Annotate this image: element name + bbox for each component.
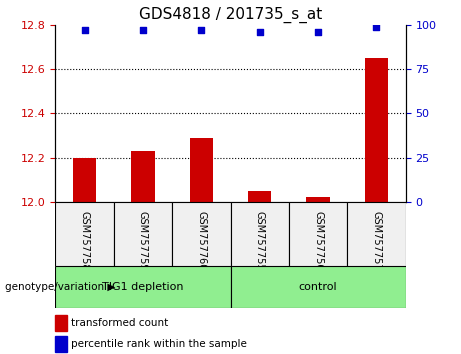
Point — [81, 27, 88, 33]
FancyBboxPatch shape — [172, 202, 230, 266]
FancyBboxPatch shape — [230, 202, 289, 266]
Point — [198, 27, 205, 33]
Text: TIG1 depletion: TIG1 depletion — [102, 282, 183, 292]
Bar — [131, 151, 154, 202]
FancyBboxPatch shape — [55, 202, 114, 266]
Bar — [73, 158, 96, 202]
Text: GSM757760: GSM757760 — [196, 211, 207, 271]
Bar — [248, 191, 272, 202]
Bar — [55, 315, 67, 331]
Point — [314, 29, 322, 35]
FancyBboxPatch shape — [347, 202, 406, 266]
FancyBboxPatch shape — [55, 266, 230, 308]
Text: control: control — [299, 282, 337, 292]
Text: percentile rank within the sample: percentile rank within the sample — [71, 339, 248, 349]
Bar — [189, 138, 213, 202]
Text: GSM757755: GSM757755 — [254, 211, 265, 271]
Point — [256, 29, 263, 35]
Text: GSM757759: GSM757759 — [138, 211, 148, 271]
Text: genotype/variation ▶: genotype/variation ▶ — [5, 282, 115, 292]
Text: GSM757758: GSM757758 — [79, 211, 89, 271]
FancyBboxPatch shape — [230, 266, 406, 308]
Text: transformed count: transformed count — [71, 318, 169, 328]
Text: GSM757756: GSM757756 — [313, 211, 323, 271]
Title: GDS4818 / 201735_s_at: GDS4818 / 201735_s_at — [139, 7, 322, 23]
FancyBboxPatch shape — [289, 202, 347, 266]
Bar — [55, 336, 67, 352]
Bar — [307, 198, 330, 202]
Point — [373, 24, 380, 29]
Bar — [365, 58, 388, 202]
Point — [139, 27, 147, 33]
FancyBboxPatch shape — [114, 202, 172, 266]
Text: GSM757757: GSM757757 — [372, 211, 382, 271]
